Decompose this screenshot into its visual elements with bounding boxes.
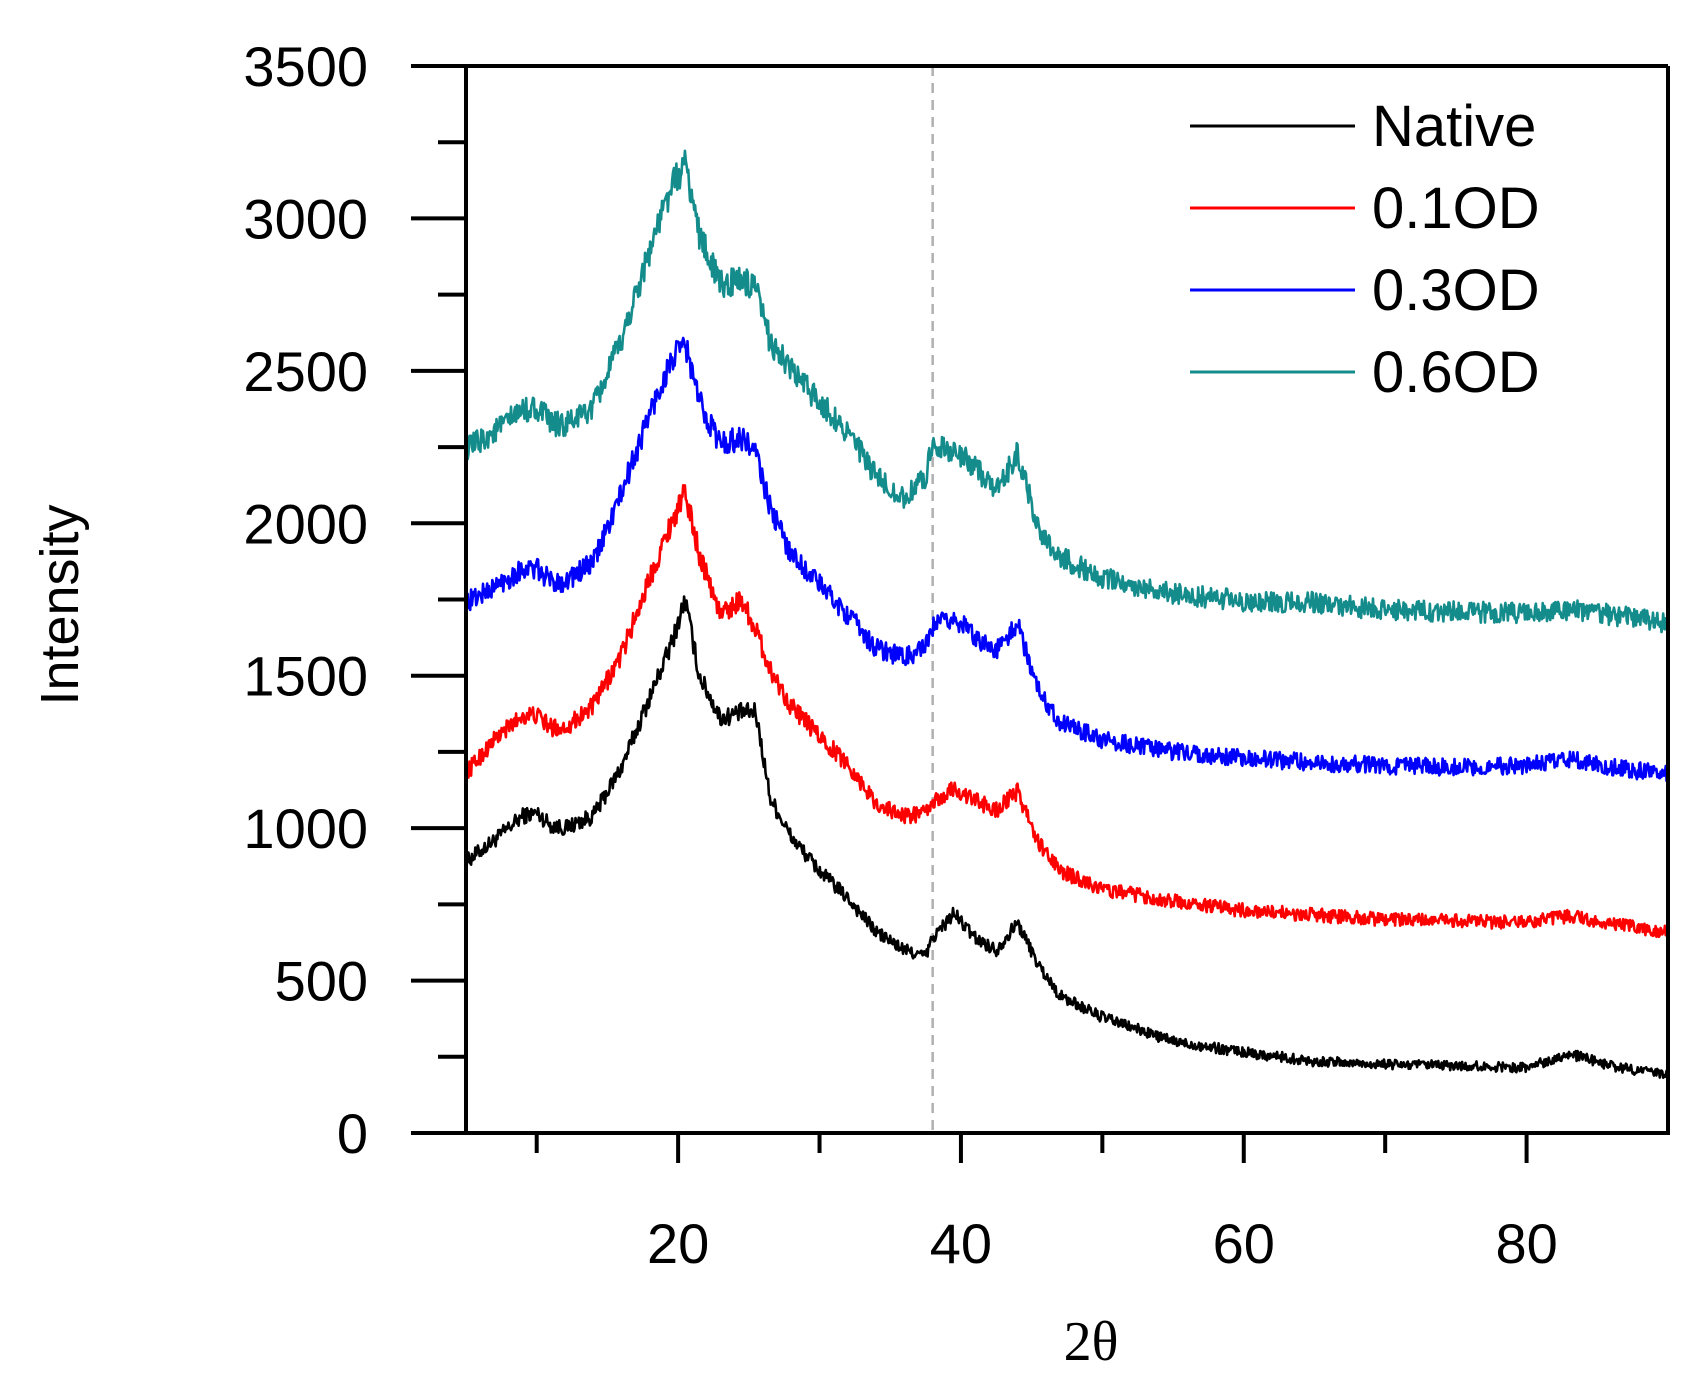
- x-tick-label-40: 40: [930, 1212, 992, 1275]
- y-tick-label-500: 500: [275, 950, 368, 1013]
- x-tick-label-20: 20: [647, 1212, 709, 1275]
- legend-label-0-6od: 0.6OD: [1372, 340, 1540, 405]
- legend-label-native: Native: [1372, 94, 1536, 159]
- legend: Native 0.1OD 0.3OD 0.6OD: [1190, 94, 1540, 405]
- y-axis-title: Intensity: [30, 504, 90, 705]
- y-tick-label-2000: 2000: [243, 492, 368, 555]
- series-line-native: [464, 595, 1669, 1080]
- legend-label-0-3od: 0.3OD: [1372, 258, 1540, 323]
- series-line-0-3od: [464, 336, 1669, 783]
- series-line-0-6od: [464, 149, 1669, 634]
- ticks-layer: [411, 64, 1529, 1163]
- x-tick-label-80: 80: [1495, 1212, 1557, 1275]
- y-tick-label-3500: 3500: [243, 35, 368, 98]
- series-layer: [464, 149, 1669, 1080]
- series-line-0-1od: [464, 483, 1669, 939]
- legend-label-0-1od: 0.1OD: [1372, 176, 1540, 241]
- x-axis-title: 2θ: [1064, 1311, 1119, 1373]
- y-tick-label-1500: 1500: [243, 645, 368, 708]
- y-tick-label-3000: 3000: [243, 187, 368, 250]
- y-tick-label-1000: 1000: [243, 797, 368, 860]
- y-tick-label-0: 0: [337, 1102, 368, 1165]
- x-tick-label-60: 60: [1213, 1212, 1275, 1275]
- y-tick-label-2500: 2500: [243, 340, 368, 403]
- tick-labels-layer: 0 500 1000 1500 2000 2500 3000 3500 20 40 60 80: [243, 35, 1557, 1275]
